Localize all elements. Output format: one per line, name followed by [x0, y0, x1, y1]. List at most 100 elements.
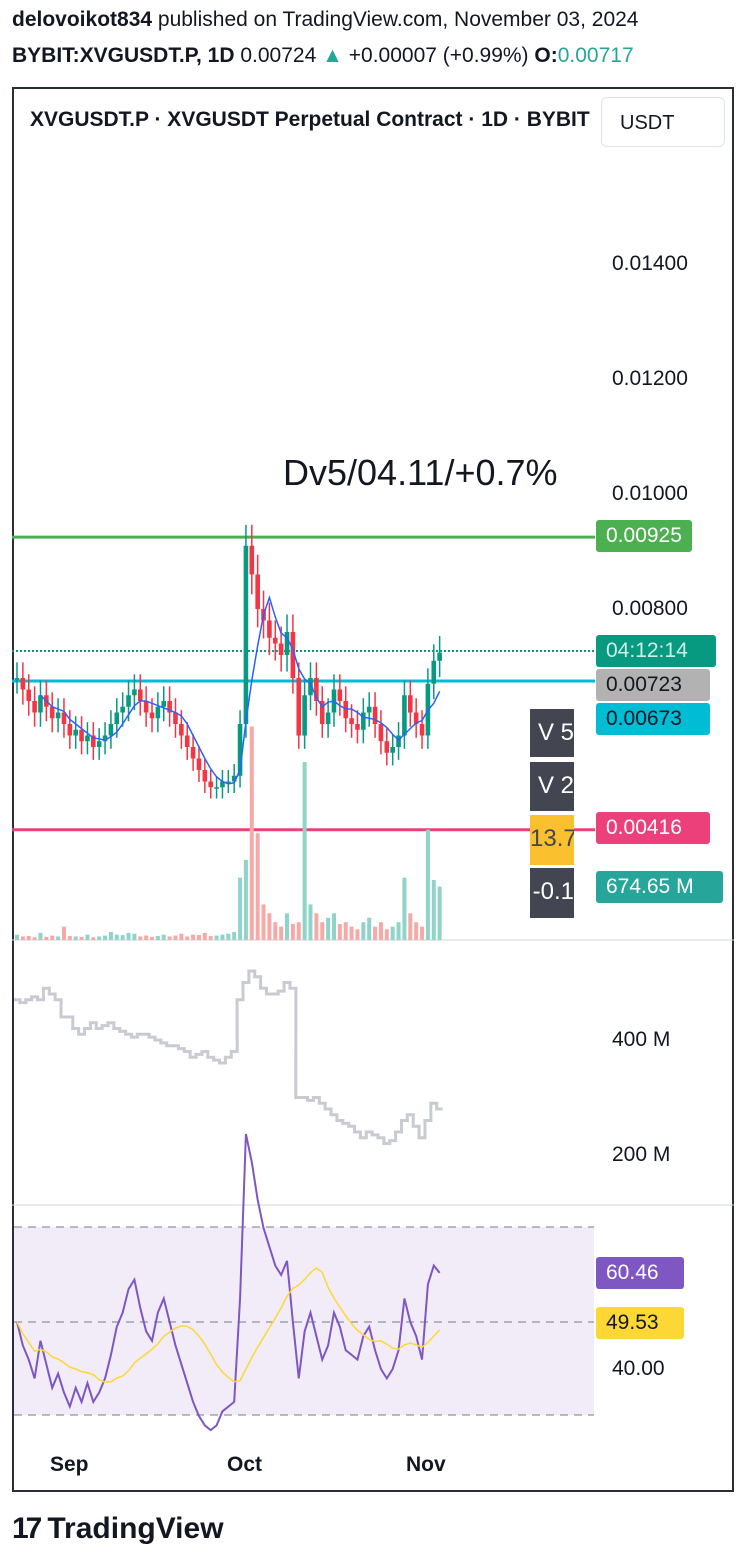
- moving-average-line: [39, 595, 441, 785]
- volume-bar: [308, 904, 313, 940]
- volume-bar: [126, 932, 131, 940]
- volume-bar: [408, 913, 413, 940]
- volume-bar: [120, 935, 125, 940]
- last-price: 0.00724: [240, 44, 317, 67]
- candle-body: [361, 712, 366, 730]
- volume-bar: [15, 934, 19, 940]
- volume-bar: [91, 937, 96, 940]
- candle-body: [184, 735, 190, 747]
- volume-bar: [144, 935, 149, 940]
- candle-body: [137, 689, 143, 701]
- candle-body: [220, 781, 225, 788]
- volume-label: 674.65 M: [596, 871, 723, 903]
- candle-body: [378, 724, 384, 742]
- candle-body: [102, 735, 108, 742]
- volume-bar: [378, 922, 383, 940]
- candle-body: [419, 724, 425, 736]
- price-tick: 0.01200: [612, 367, 688, 390]
- volume-bar: [296, 922, 301, 940]
- candle-body: [167, 701, 172, 713]
- candle-body: [79, 729, 84, 742]
- volume-bar: [290, 923, 295, 940]
- volume-bar: [267, 913, 272, 940]
- volume-bar: [420, 926, 425, 940]
- pink-level-label: 0.00416: [596, 812, 710, 844]
- candle-body: [126, 695, 131, 707]
- volume-bar: [132, 933, 137, 940]
- volume-bar: [414, 922, 419, 940]
- volume-bar: [202, 932, 207, 940]
- candle-body: [91, 735, 96, 747]
- chart-frame: [12, 87, 734, 1492]
- symbol-line: BYBIT:XVGUSDT.P, 1D 0.00724 ▲ +0.00007 (…: [12, 44, 634, 68]
- author[interactable]: delovoikot834: [12, 8, 153, 31]
- candle-body: [55, 712, 61, 719]
- volume-bar: [44, 936, 49, 940]
- volume-bar: [155, 935, 160, 940]
- candle-body: [49, 706, 55, 719]
- volume-bar: [255, 833, 260, 940]
- tradingview-logo[interactable]: 17 TradingView: [12, 1512, 224, 1546]
- candle-body: [179, 724, 184, 736]
- publish-text: published on TradingView.com, November 0…: [152, 8, 639, 31]
- pane2-tick: 400 M: [612, 1028, 671, 1051]
- green-level-label: 0.00925: [596, 520, 692, 552]
- candle-body: [214, 787, 219, 789]
- candle-body: [190, 747, 196, 759]
- candle-body: [349, 718, 354, 724]
- indicator-box: V 5: [530, 709, 574, 757]
- candle-body: [267, 620, 272, 638]
- volume-bar: [355, 929, 360, 940]
- volume-bar: [61, 926, 66, 940]
- candle-body: [14, 678, 20, 680]
- candle-body: [143, 701, 149, 713]
- time-tick: Oct: [227, 1453, 263, 1476]
- candle-body: [255, 574, 260, 609]
- volume-bar: [161, 934, 166, 940]
- annotation-text[interactable]: Dv5/04.11/+0.7%: [283, 452, 558, 493]
- volume-bar: [249, 726, 254, 940]
- currency-button[interactable]: USDT: [601, 97, 725, 147]
- volume-bar: [208, 935, 213, 940]
- volume-bar: [103, 935, 108, 940]
- volume-bar: [85, 934, 90, 940]
- volume-bar: [191, 934, 196, 940]
- volume-bar: [331, 913, 336, 940]
- pane2-line: [14, 969, 443, 1145]
- candle-body: [437, 652, 442, 661]
- price-tick: 0.00800: [612, 597, 688, 620]
- time-tick: Sep: [50, 1453, 89, 1476]
- volume-bar: [279, 926, 284, 940]
- candle-body: [243, 545, 249, 724]
- candle-body: [61, 712, 67, 724]
- volume-bar: [196, 935, 201, 940]
- candle-body: [161, 701, 167, 707]
- indicator-box: 13.7: [530, 815, 574, 865]
- symbol: BYBIT:XVGUSDT.P, 1D: [12, 44, 235, 67]
- volume-bar: [396, 922, 401, 940]
- candle-body: [290, 632, 296, 678]
- volume-bar: [361, 922, 366, 940]
- volume-bar: [238, 877, 243, 940]
- pane2-tick: 200 M: [612, 1143, 671, 1166]
- volume-bar: [185, 936, 190, 940]
- volume-bar: [32, 937, 37, 940]
- volume-bar: [173, 935, 178, 940]
- time-tick: Nov: [406, 1453, 446, 1476]
- volume-bar: [437, 886, 442, 940]
- candle-body: [202, 770, 208, 782]
- volume-bar: [390, 926, 395, 940]
- tv-logo-icon: 17: [12, 1512, 42, 1545]
- candle-body: [120, 706, 125, 713]
- candle-body: [314, 678, 319, 701]
- rsi-line: [16, 1133, 441, 1432]
- price-tick: 0.01400: [612, 252, 688, 275]
- volume-bar: [50, 935, 55, 940]
- candle-body: [372, 706, 378, 724]
- volume-bar: [261, 904, 266, 940]
- last-price-label: 0.00723: [596, 669, 710, 701]
- up-arrow-icon: ▲: [322, 44, 343, 67]
- candle-body: [231, 775, 237, 782]
- rsi-band: [14, 1227, 594, 1415]
